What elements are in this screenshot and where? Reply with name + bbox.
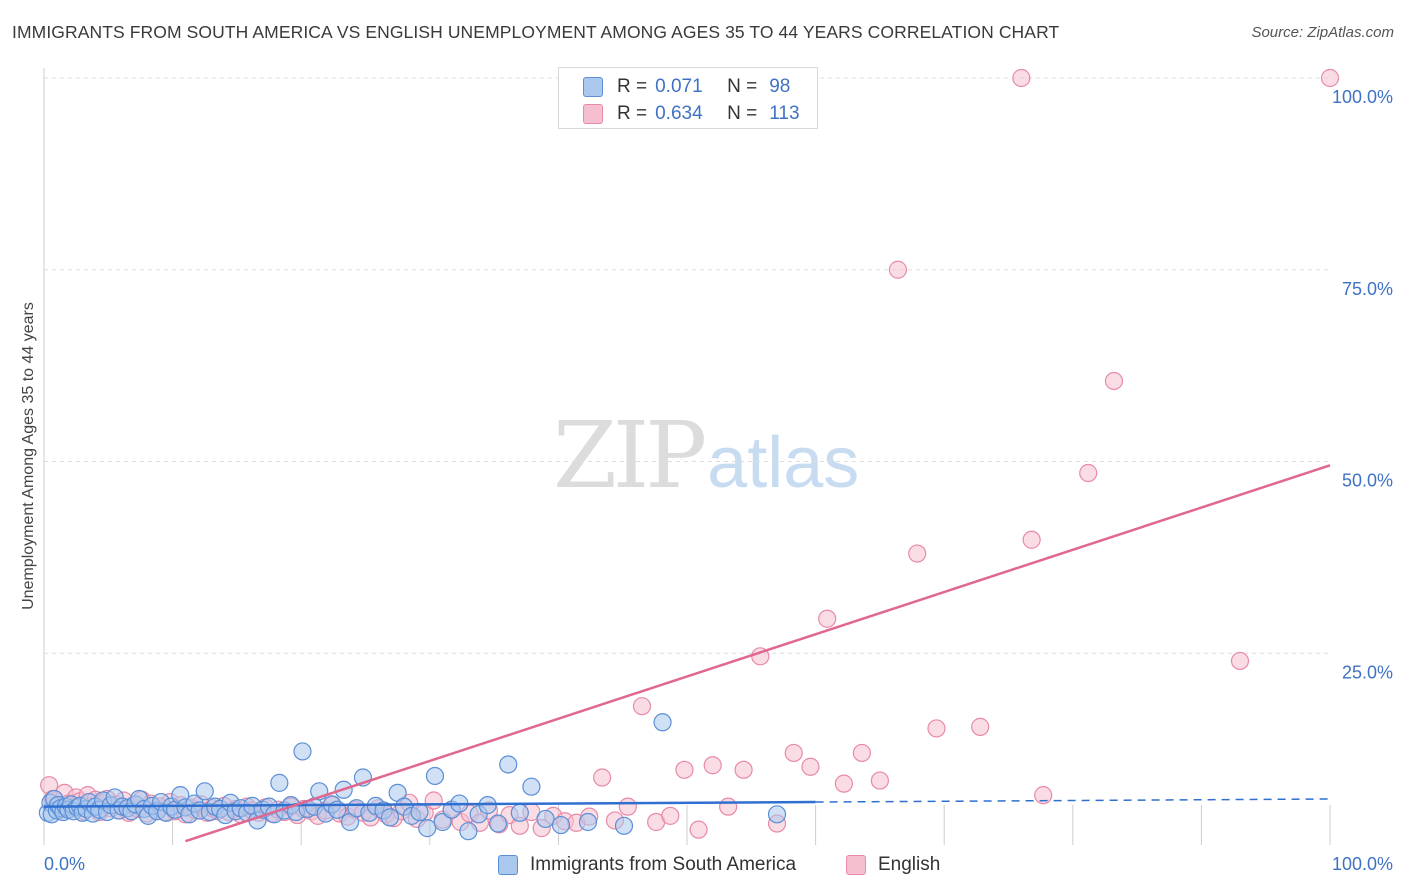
- x-tick-label-1: 100.0%: [1332, 854, 1393, 874]
- english-point-69: [424, 791, 443, 810]
- immigrants-point-81: [425, 766, 445, 786]
- immigrants-point-80: [418, 819, 437, 838]
- english-point-95: [734, 760, 753, 779]
- bottom-legend-immigrants[interactable]: Immigrants from South America: [498, 852, 796, 878]
- immigrants-point-91: [522, 777, 541, 796]
- watermark: ZIPatlas: [553, 402, 859, 509]
- english-point-113: [1012, 68, 1031, 88]
- english-point-104: [888, 260, 908, 279]
- bottom-legend-swatch-blue: [498, 855, 518, 875]
- english-trendline: [185, 464, 1331, 843]
- english-point-91: [675, 760, 694, 779]
- trendlines: [43, 464, 1331, 843]
- legend-n-value-2: 113: [769, 103, 800, 124]
- legend-r-label-1: R =: [617, 76, 648, 97]
- immigrants-point-94: [578, 812, 598, 832]
- legend-swatch-blue: [583, 77, 603, 97]
- gridlines: [44, 77, 1330, 654]
- immigrants-point-97: [767, 805, 787, 824]
- legend-r-value-1: 0.071: [655, 76, 703, 97]
- immigrants-point-90: [510, 803, 529, 822]
- legend-swatch-pink: [583, 104, 603, 124]
- immigrants-point-43: [195, 782, 214, 801]
- legend-r-value-2: 0.634: [655, 103, 703, 124]
- y-tick-label-1: 50.0%: [1342, 471, 1393, 491]
- y-tick-label-0: 25.0%: [1342, 662, 1393, 682]
- english-point-99: [801, 757, 820, 776]
- x-tick-labels: 0.0% 100.0%: [44, 854, 1393, 874]
- immigrants-trendline: [43, 800, 816, 808]
- chart-title: IMMIGRANTS FROM SOUTH AMERICA VS ENGLISH…: [12, 22, 1060, 42]
- legend-n-label-2: N =: [727, 103, 758, 124]
- english-point-106: [927, 719, 946, 738]
- x-tick-label-0: 0.0%: [44, 854, 85, 874]
- english-point-109: [1034, 786, 1053, 805]
- immigrants-point-75: [380, 808, 400, 827]
- english-point-110: [1079, 463, 1098, 483]
- english-point-101: [834, 774, 853, 793]
- bottom-legend-label-english: English: [878, 854, 941, 875]
- immigrants-point-79: [410, 802, 429, 822]
- source-label: Source: ZipAtlas.com: [1251, 24, 1394, 41]
- english-point-85: [593, 768, 612, 787]
- immigrants-trendline-extension: [815, 798, 1331, 803]
- y-tick-label-3: 100.0%: [1332, 87, 1393, 107]
- correlation-legend: R = 0.071 N = 98 R = 0.634 N = 113: [558, 67, 818, 129]
- english-point-87: [618, 797, 637, 816]
- legend-row-immigrants: R = 0.071 N = 98: [583, 74, 790, 100]
- legend-row-english: R = 0.634 N = 113: [583, 101, 800, 127]
- english-points: [40, 68, 1340, 839]
- legend-n-value-1: 98: [769, 76, 791, 97]
- immigrants-point-85: [459, 822, 478, 841]
- y-tick-labels: 25.0% 50.0% 75.0% 100.0%: [1332, 87, 1393, 682]
- english-point-108: [1022, 530, 1041, 549]
- legend-n-label-1: N =: [727, 76, 758, 97]
- english-point-105: [908, 544, 927, 563]
- immigrants-point-96: [653, 713, 672, 732]
- immigrants-point-92: [536, 809, 555, 829]
- bottom-legend-english[interactable]: English: [846, 852, 940, 878]
- watermark-atlas: atlas: [707, 423, 860, 503]
- immigrants-point-61: [293, 742, 312, 761]
- immigrants-point-88: [488, 814, 508, 833]
- immigrants-point-95: [614, 816, 634, 835]
- english-point-98: [784, 743, 803, 763]
- english-point-93: [703, 756, 722, 775]
- english-point-88: [632, 697, 652, 716]
- english-point-103: [870, 771, 890, 790]
- watermark-zip: ZIP: [553, 402, 707, 509]
- bottom-legend-swatch-pink: [846, 855, 866, 875]
- immigrants-point-57: [270, 773, 289, 792]
- immigrants-point-82: [433, 812, 452, 832]
- english-point-112: [1230, 651, 1250, 671]
- english-point-92: [689, 820, 708, 839]
- english-point-111: [1104, 371, 1124, 391]
- english-point-90: [661, 806, 680, 825]
- english-point-102: [852, 743, 871, 763]
- y-axis-title: Unemployment Among Ages 35 to 44 years: [20, 302, 37, 610]
- english-point-107: [971, 717, 990, 736]
- english-point-114: [1320, 68, 1340, 88]
- english-point-100: [818, 609, 837, 628]
- y-tick-label-2: 75.0%: [1342, 279, 1393, 299]
- bottom-legend-label-immigrants: Immigrants from South America: [530, 854, 797, 875]
- immigrants-point-89: [499, 755, 518, 774]
- legend-r-label-2: R =: [617, 103, 648, 124]
- english-point-94: [719, 797, 738, 816]
- immigrants-point-93: [551, 815, 571, 835]
